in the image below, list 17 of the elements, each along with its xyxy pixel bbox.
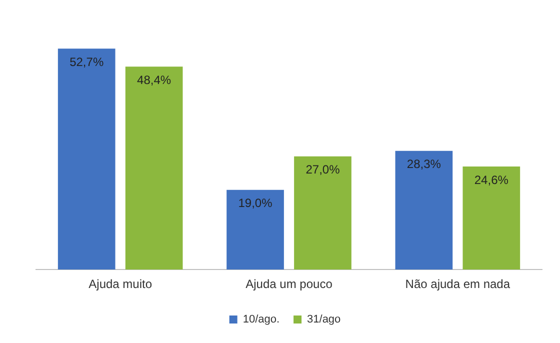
data-label: 52,7% [70,54,104,69]
x-tick-label: Ajuda muito [88,277,152,292]
x-tick-label: Ajuda um pouco [246,277,333,292]
bar [462,166,520,270]
data-label: 28,3% [406,157,442,172]
bar [395,150,453,270]
bar [125,66,183,270]
bar [294,156,352,270]
legend-label: 10/ago. [242,314,280,326]
data-label: 27,0% [306,162,340,177]
data-label: 24,6% [474,172,509,187]
bar [58,48,116,270]
data-label: 19,0% [238,196,273,210]
x-tick-label: Não ajuda em nada [405,277,510,292]
bar [226,190,284,270]
legend-label: 31/ago [307,314,341,326]
data-label: 48,4% [137,72,172,87]
